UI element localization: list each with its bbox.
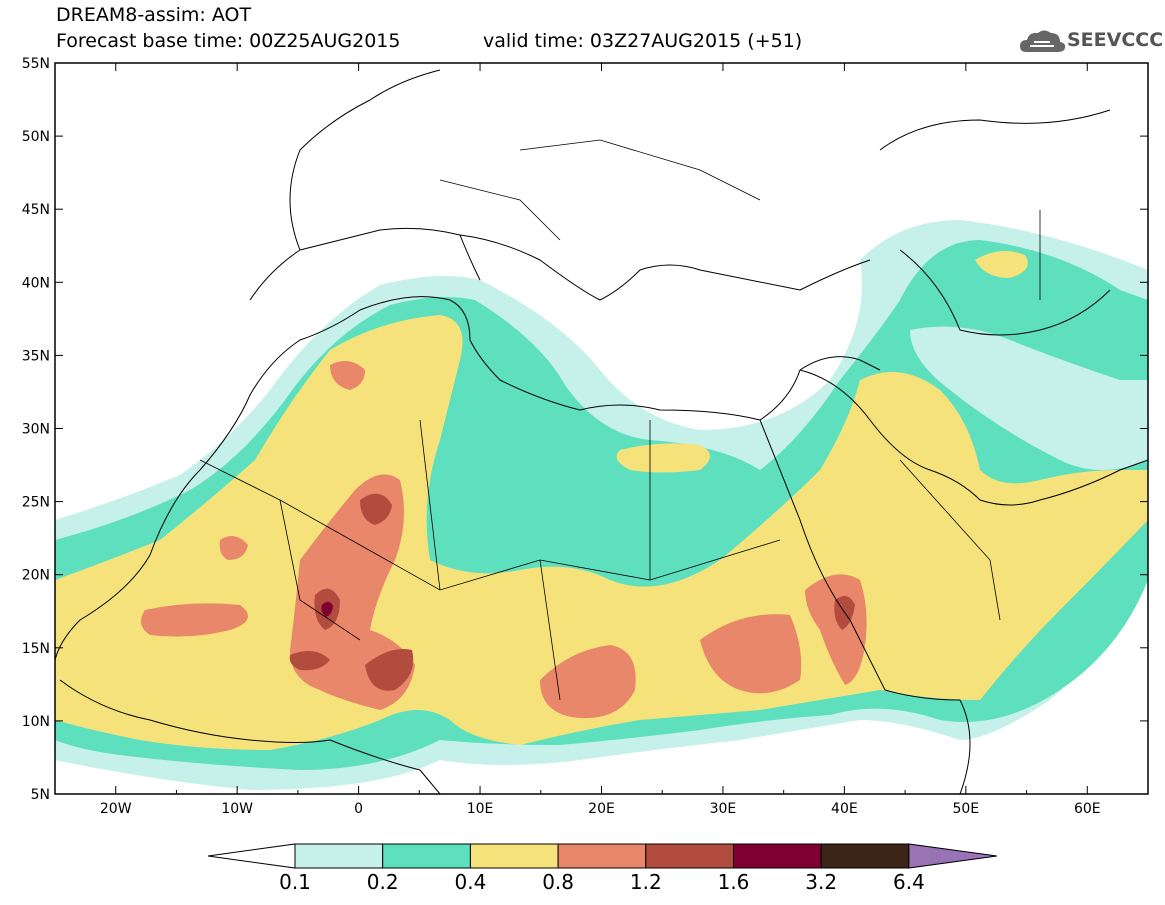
logo-text: SEEVCCC — [1067, 29, 1164, 51]
colorbar-under — [207, 843, 296, 869]
lon-tick-label: 20W — [100, 801, 132, 817]
valid-time: valid time: 03Z27AUG2015 (+51) — [483, 30, 803, 52]
colorbar-segment — [733, 843, 822, 869]
lon-tick-label: 0 — [354, 801, 363, 817]
coastlines — [55, 69, 1148, 794]
colorbar-label: 0.8 — [542, 870, 574, 894]
lat-tick-label: 30N — [22, 422, 50, 438]
colorbar-segment — [469, 843, 559, 869]
colorbar-label: 1.6 — [718, 870, 750, 894]
colorbar-label: 0.1 — [279, 870, 311, 894]
colorbar-segment — [382, 843, 471, 869]
lat-tick-label: 5N — [31, 787, 50, 803]
colorbar-label: 0.2 — [367, 870, 399, 894]
aot-field-1.2 — [289, 493, 855, 691]
lat-tick-label: 40N — [22, 275, 50, 291]
lon-tick-label: 20E — [588, 801, 615, 817]
chart-title: DREAM8-assim: AOT — [56, 4, 252, 26]
colorbar: 0.1 0.2 0.4 0.8 1.2 1.6 3.2 6.4 — [207, 843, 997, 894]
lat-tick-label: 10N — [22, 714, 50, 730]
lat-tick-label: 45N — [22, 202, 50, 218]
lon-tick-label: 10E — [467, 801, 494, 817]
cloud-icon — [1020, 30, 1066, 52]
forecast-base-time: Forecast base time: 00Z25AUG2015 — [56, 30, 401, 52]
lon-tick-label: 60E — [1074, 801, 1101, 817]
colorbar-segment — [294, 843, 384, 869]
lat-axis: 5N 10N 15N 20N 25N 30N 35N 40N 45N 50N 55N — [22, 56, 1148, 803]
lat-tick-label: 55N — [22, 56, 50, 72]
lon-tick-label: 50E — [952, 801, 979, 817]
country-borders — [199, 139, 1041, 701]
lat-tick-label: 35N — [22, 348, 50, 364]
lat-tick-label: 50N — [22, 129, 50, 145]
aot-field-1.6 — [321, 601, 333, 617]
colorbar-label: 6.4 — [893, 870, 925, 894]
lat-tick-label: 25N — [22, 495, 50, 511]
lat-tick-label: 20N — [22, 568, 50, 584]
colorbar-label: 0.4 — [454, 870, 486, 894]
lon-tick-label: 10W — [221, 801, 253, 817]
lon-tick-label: 30E — [710, 801, 737, 817]
aot-field-0.8 — [141, 361, 867, 719]
colorbar-over — [908, 843, 997, 869]
colorbar-label: 3.2 — [805, 870, 837, 894]
lon-axis: 20W 10W 0 10E 20E 30E 40E 50E 60E — [54, 63, 1149, 817]
lat-tick-label: 15N — [22, 641, 50, 657]
lon-tick-label: 40E — [831, 801, 858, 817]
colorbar-label: 1.2 — [630, 870, 662, 894]
colorbar-segment — [820, 843, 910, 869]
colorbar-segment — [557, 843, 647, 869]
colorbar-segment — [645, 843, 734, 869]
